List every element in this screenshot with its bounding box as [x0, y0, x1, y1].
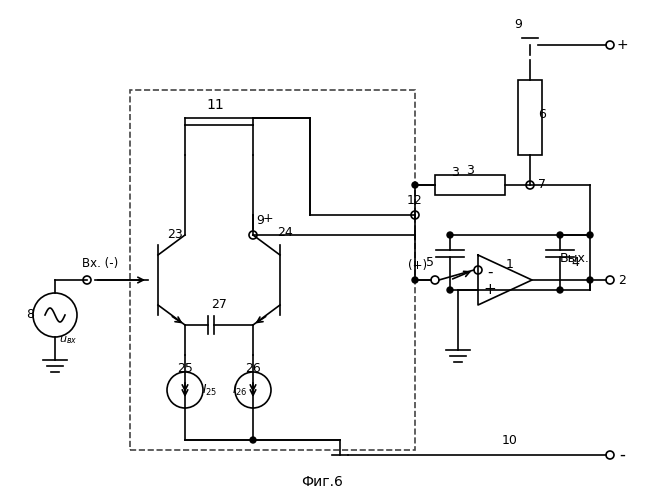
Text: 1: 1 — [506, 258, 514, 272]
Text: 26: 26 — [245, 362, 261, 374]
Text: 2: 2 — [618, 274, 626, 286]
Text: 5: 5 — [426, 256, 434, 270]
Text: -: - — [619, 446, 625, 464]
Text: (+): (+) — [408, 258, 428, 272]
Text: 6: 6 — [538, 108, 546, 122]
Text: 10: 10 — [502, 434, 518, 446]
Circle shape — [587, 277, 593, 283]
Text: 8: 8 — [26, 308, 34, 322]
Text: Фиг.6: Фиг.6 — [301, 475, 343, 489]
Text: 9: 9 — [514, 18, 522, 32]
Text: 4: 4 — [571, 256, 579, 270]
Circle shape — [557, 232, 563, 238]
Text: Вых.: Вых. — [560, 252, 590, 264]
Text: 9: 9 — [256, 214, 264, 226]
Circle shape — [412, 277, 418, 283]
Circle shape — [587, 232, 593, 238]
Text: 12: 12 — [407, 194, 423, 206]
Text: $u_{вх}$: $u_{вх}$ — [59, 334, 77, 346]
Text: 3: 3 — [451, 166, 459, 178]
Polygon shape — [478, 255, 532, 305]
Text: 25: 25 — [177, 362, 193, 374]
Text: $I_{25}$: $I_{25}$ — [203, 382, 217, 398]
Text: 7: 7 — [538, 178, 546, 192]
Text: 27: 27 — [211, 298, 227, 312]
Text: +: + — [484, 282, 497, 298]
Circle shape — [447, 287, 453, 293]
Circle shape — [250, 437, 256, 443]
Circle shape — [412, 182, 418, 188]
Text: 3: 3 — [466, 164, 474, 176]
Text: -: - — [487, 264, 493, 280]
Text: 23: 23 — [167, 228, 183, 241]
Circle shape — [557, 287, 563, 293]
Text: 11: 11 — [206, 98, 224, 112]
Text: $I_{26}$: $I_{26}$ — [232, 382, 248, 398]
Bar — [435, 175, 505, 195]
Text: Вх. (-): Вх. (-) — [82, 256, 118, 270]
Text: +: + — [616, 38, 628, 52]
Circle shape — [447, 232, 453, 238]
Text: +: + — [263, 212, 273, 224]
Bar — [518, 80, 542, 155]
Text: 24: 24 — [277, 226, 293, 239]
